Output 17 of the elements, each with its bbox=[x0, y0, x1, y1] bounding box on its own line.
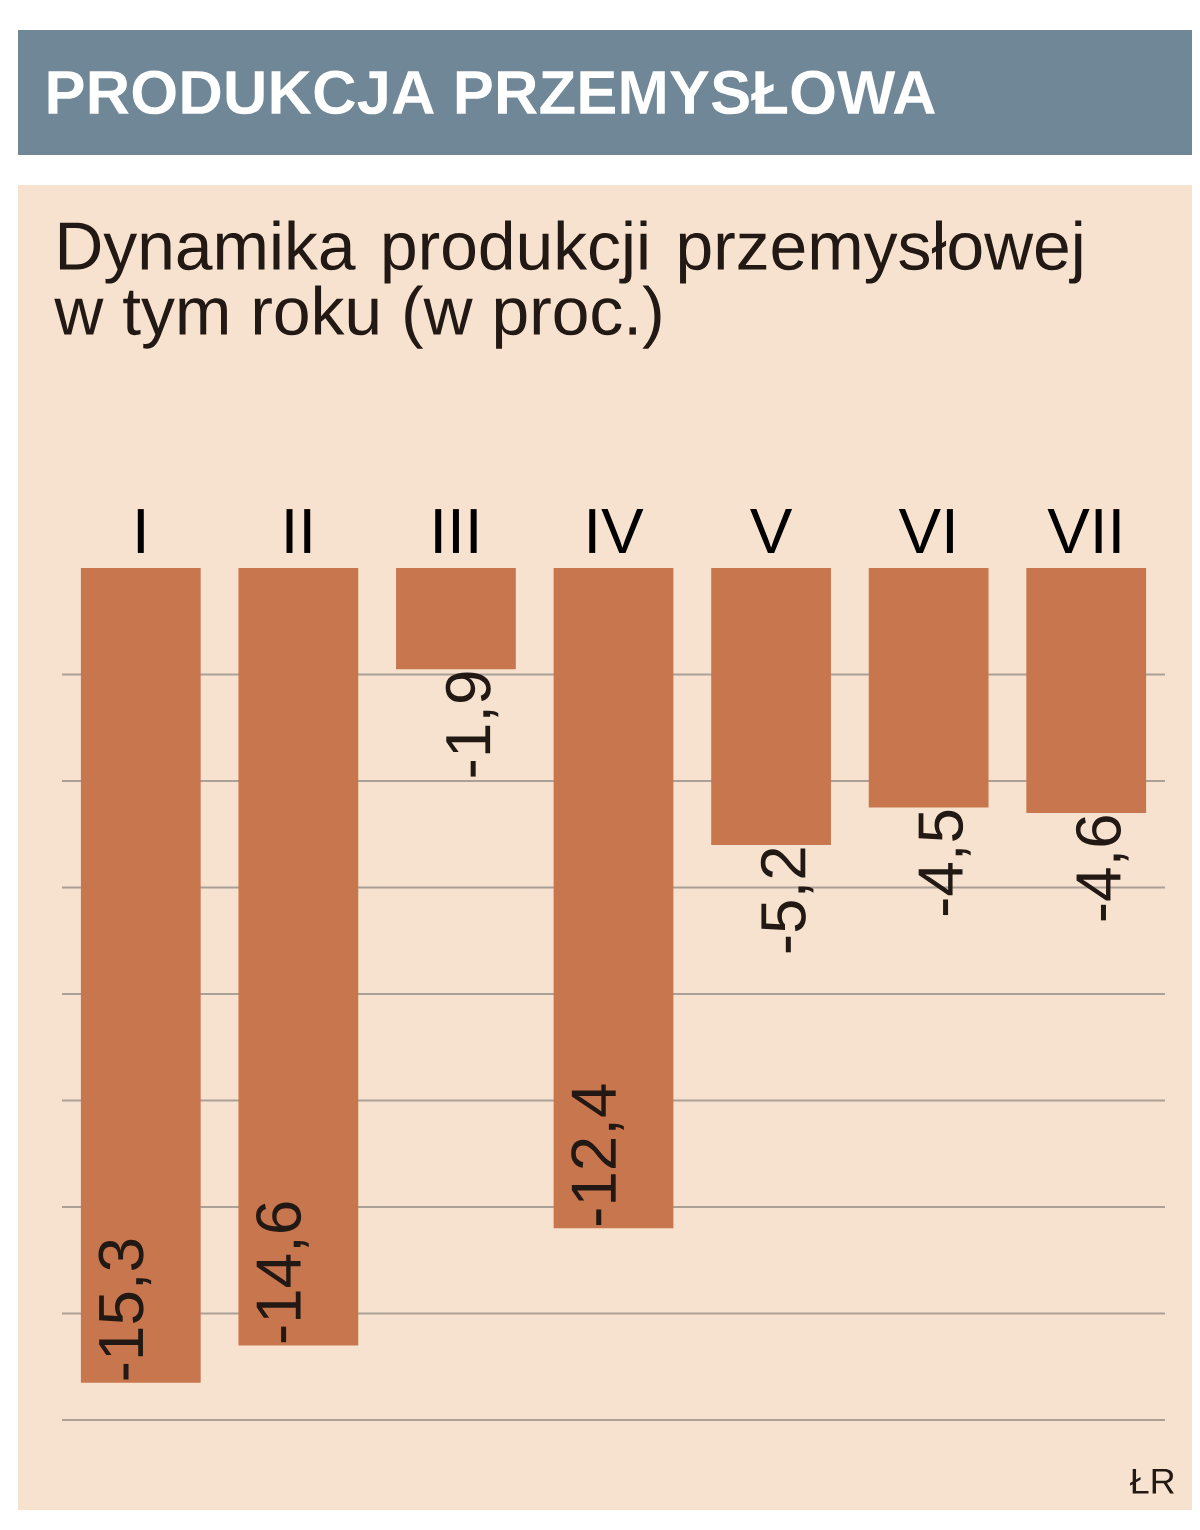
data-label: -4,5 bbox=[918, 810, 971, 916]
x-tick-label: VI bbox=[898, 509, 953, 553]
x-tick-label: II bbox=[286, 509, 311, 553]
text: ŁR bbox=[1130, 1468, 1174, 1494]
data-label: -14,6 bbox=[256, 1202, 309, 1343]
x-tick-label: IV bbox=[589, 509, 644, 553]
x-tick-label: I bbox=[137, 509, 144, 553]
x-tick-label: V bbox=[750, 509, 793, 553]
data-label: -5,2 bbox=[760, 848, 814, 953]
x-tick-label: VII bbox=[1047, 509, 1120, 553]
data-label: -4,6 bbox=[1075, 816, 1129, 921]
chart-title: PRODUKCJA PRZEMYSŁOWA bbox=[48, 70, 936, 115]
data-label: -15,3 bbox=[98, 1239, 152, 1380]
data-label: -12,4 bbox=[571, 1084, 624, 1226]
x-tick-label: III bbox=[435, 509, 477, 553]
chart-subtitle: Dynamika produkcji przemysłowej w tym roku (w proc.) bbox=[54, 220, 1082, 349]
data-label: -1,9 bbox=[445, 672, 499, 777]
